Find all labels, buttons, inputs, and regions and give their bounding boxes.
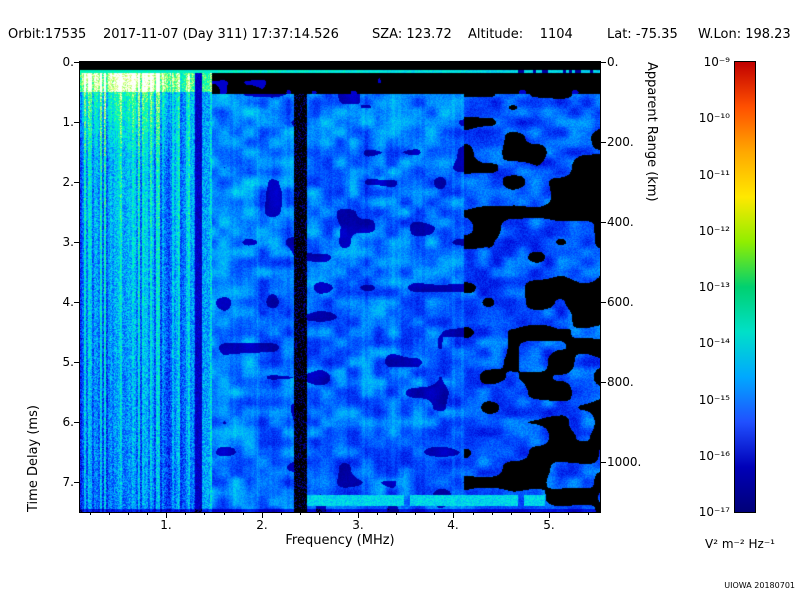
colorbar-tick-label: 10⁻¹⁰	[698, 111, 730, 126]
colorbar-tick-label: 10⁻¹⁷	[698, 505, 730, 519]
y-tick-label: 2.	[62, 175, 74, 189]
x-tick-label: 2.	[256, 518, 268, 532]
x-tick	[358, 512, 359, 518]
x-minor-tick	[530, 512, 531, 515]
colorbar-tick-label: 10⁻⁹	[703, 55, 730, 69]
x-tick	[549, 512, 550, 518]
y-axis-title-left: Time Delay (ms)	[26, 405, 41, 512]
y-tick-label: 4.	[62, 295, 74, 309]
y2-tick-label: 800.	[607, 375, 634, 389]
x-tick-label: 4.	[447, 518, 459, 532]
y2-tick	[600, 222, 606, 223]
x-tick-label: 5.	[543, 518, 555, 532]
x-minor-tick	[90, 512, 91, 515]
header-bar: Orbit:17535 2017-11-07 (Day 311) 17:37:1…	[0, 27, 800, 43]
west-longitude-label: W.Lon: 198.23	[698, 27, 791, 42]
x-minor-tick	[109, 512, 110, 515]
y-tick-label: 5.	[62, 355, 74, 369]
y-axis-title-right: Apparent Range (km)	[644, 62, 659, 202]
x-minor-tick	[185, 512, 186, 515]
y-tick	[74, 422, 80, 423]
sza-label: SZA: 123.72	[372, 27, 452, 42]
y-tick-label: 0.	[62, 55, 74, 69]
colorbar-tick-label: 10⁻¹⁵	[698, 392, 730, 407]
x-minor-tick	[128, 512, 129, 515]
colorbar	[734, 61, 756, 513]
datetime-label: 2017-11-07 (Day 311) 17:37:14.526	[103, 27, 339, 42]
colorbar-tick-label: 10⁻¹⁴	[698, 336, 730, 351]
x-minor-tick	[377, 512, 378, 515]
y-tick-label: 6.	[62, 415, 74, 429]
y2-tick-label: 0.	[607, 55, 619, 69]
x-minor-tick	[588, 512, 589, 515]
y-tick-label: 7.	[62, 475, 74, 489]
x-minor-tick	[511, 512, 512, 515]
y-tick	[74, 362, 80, 363]
colorbar-tick-label: 10⁻¹³	[698, 280, 730, 294]
y2-tick-label: 200.	[607, 135, 634, 149]
y-tick	[74, 62, 80, 63]
y-tick	[74, 482, 80, 483]
y2-tick	[600, 62, 606, 63]
x-minor-tick	[396, 512, 397, 515]
spectrogram-canvas	[80, 62, 600, 512]
y2-tick-label: 1000.	[607, 455, 642, 469]
credit-label: UIOWA 20180701	[724, 581, 795, 590]
latitude-label: Lat: -75.35	[607, 27, 678, 42]
x-minor-tick	[339, 512, 340, 515]
y-tick	[74, 122, 80, 123]
x-minor-tick	[473, 512, 474, 515]
x-minor-tick	[147, 512, 148, 515]
x-minor-tick	[319, 512, 320, 515]
y2-tick	[600, 142, 606, 143]
colorbar-tick-label: 10⁻¹¹	[698, 167, 730, 182]
colorbar-unit-label: V² m⁻² Hz⁻¹	[705, 537, 775, 551]
x-minor-tick	[281, 512, 282, 515]
x-minor-tick	[434, 512, 435, 515]
altitude-label: Altitude: 1104	[468, 27, 573, 42]
x-tick	[166, 512, 167, 518]
y2-tick-label: 600.	[607, 295, 634, 309]
x-minor-tick	[300, 512, 301, 515]
y-tick-label: 3.	[62, 235, 74, 249]
orbit-label: Orbit:17535	[8, 27, 87, 42]
colorbar-tick-label: 10⁻¹²	[698, 223, 730, 238]
x-minor-tick	[224, 512, 225, 515]
x-minor-tick	[492, 512, 493, 515]
x-minor-tick	[204, 512, 205, 515]
x-tick-label: 1.	[160, 518, 172, 532]
y-tick	[74, 242, 80, 243]
y2-tick-label: 400.	[607, 215, 634, 229]
spectrogram-frame	[79, 61, 601, 513]
y-tick	[74, 182, 80, 183]
y2-tick	[600, 382, 606, 383]
colorbar-tick-label: 10⁻¹⁶	[698, 448, 730, 463]
x-minor-tick	[243, 512, 244, 515]
y-tick	[74, 302, 80, 303]
x-tick-label: 3.	[352, 518, 364, 532]
colorbar-gradient	[735, 62, 755, 512]
y2-tick	[600, 302, 606, 303]
x-tick	[453, 512, 454, 518]
x-minor-tick	[568, 512, 569, 515]
x-axis-title: Frequency (MHz)	[285, 533, 395, 548]
y2-tick	[600, 462, 606, 463]
y-tick-label: 1.	[62, 115, 74, 129]
x-tick	[262, 512, 263, 518]
x-minor-tick	[415, 512, 416, 515]
